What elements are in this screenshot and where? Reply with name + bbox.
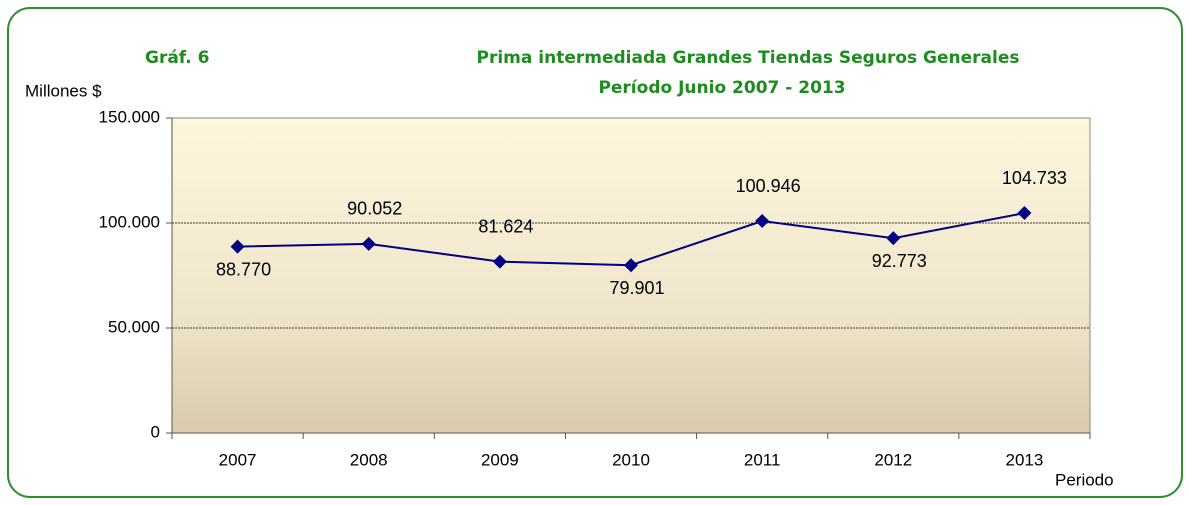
- data-label: 81.624: [478, 216, 533, 236]
- y-tick-label: 0: [151, 422, 160, 441]
- y-tick-label: 50.000: [108, 317, 160, 336]
- plot-area: [171, 117, 1091, 434]
- marker: [886, 231, 901, 246]
- data-label: 100.946: [736, 176, 801, 196]
- marker: [492, 254, 507, 269]
- data-label: 88.770: [216, 259, 271, 279]
- marker: [755, 214, 770, 229]
- y-axis-label: Millones $: [25, 81, 102, 100]
- y-tick-label: 100.000: [99, 212, 160, 231]
- data-label: 90.052: [347, 199, 402, 219]
- chart-label: Gráf. 6: [145, 48, 209, 68]
- data-label: 79.901: [609, 278, 664, 298]
- marker: [361, 236, 376, 251]
- marker: [230, 239, 245, 254]
- x-tick-label: 2011: [744, 450, 781, 469]
- x-tick-label: 2008: [350, 450, 388, 469]
- x-tick-label: 2007: [219, 450, 257, 469]
- data-label: 104.733: [1002, 168, 1067, 188]
- x-tick-label: 2009: [481, 450, 519, 469]
- y-tick-label: 150.000: [99, 107, 160, 126]
- chart-subtitle: Período Junio 2007 - 2013: [598, 78, 845, 98]
- x-axis-label: Periodo: [1055, 470, 1114, 489]
- marker: [1017, 206, 1032, 221]
- x-tick-label: 2010: [612, 450, 650, 469]
- chart-title: Prima intermediada Grandes Tiendas Segur…: [477, 48, 1020, 68]
- x-tick-label: 2013: [1006, 450, 1044, 469]
- x-tick-label: 2012: [874, 450, 912, 469]
- data-label: 92.773: [872, 251, 927, 271]
- marker: [624, 258, 638, 273]
